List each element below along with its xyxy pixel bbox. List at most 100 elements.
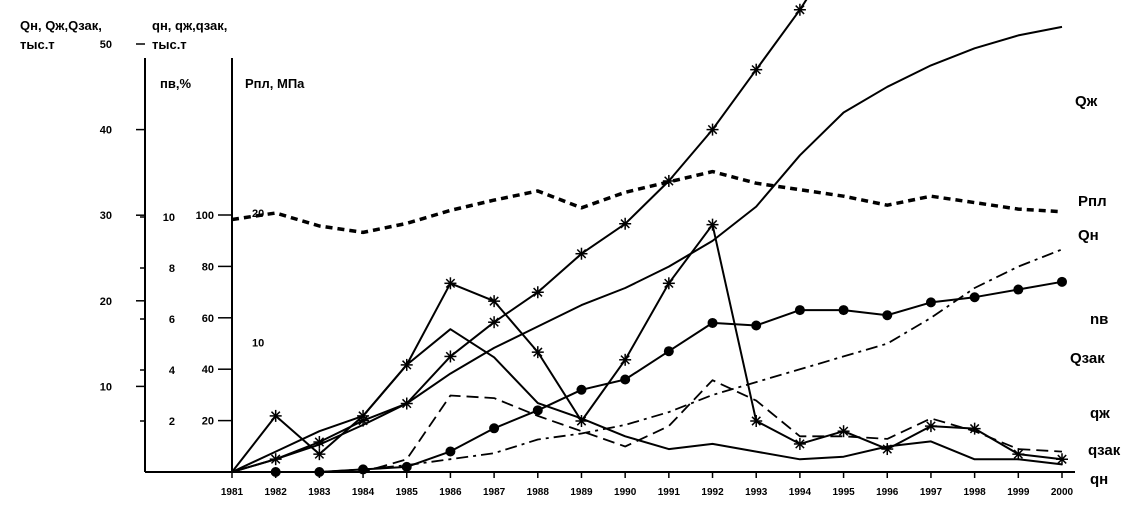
series-5-point-1999 [1012,448,1025,461]
q-rate-tick-2: 2 [169,416,175,428]
series-2-line [231,25,1063,473]
series-7-label: qн [1090,471,1108,488]
q-total-tick-20: 20 [100,296,112,308]
series-5-point-1982 [269,409,282,422]
series-3-point-1998 [969,292,980,303]
series-5-point-1986 [444,277,457,290]
series-5-point-1995 [837,425,850,438]
series-0-point-1993 [750,63,763,76]
water-cut-axis-title: пв,% [160,76,191,91]
water-cut-tick-80: 80 [202,261,214,273]
series-6-label: qзак [1088,442,1121,459]
series-3-point-1996 [882,310,893,321]
series-0-point-1989 [575,247,588,260]
series-3-point-1990 [620,374,631,385]
year-tick-1987: 1987 [483,487,506,498]
q-rate-axis-title-line-1: тыс.т [152,37,187,52]
year-tick-1986: 1986 [439,487,462,498]
series-3-point-1994 [794,305,805,316]
series-3-label: nв [1090,311,1108,328]
q-rate-tick-8: 8 [169,263,175,275]
series-3-point-1986 [445,446,456,457]
labels-layer: Qн, Qж,Qзак, тыс.т qн, qж,qзак, тыс.т пв,% Рп… [20,18,1121,498]
pressure-tick-20: 20 [252,208,264,220]
water-cut-tick-20: 20 [202,416,214,428]
series-5-point-1993 [750,415,763,427]
series-5-point-1983 [313,448,326,461]
q-total-axis-title-line-0: Qн, Qж,Qзак, [20,18,102,33]
series-3-point-1983 [314,467,325,477]
year-tick-1981: 1981 [221,487,244,498]
pressure-axis-title: Рпл, МПа [245,76,305,91]
q-rate-tick-10: 10 [163,212,175,224]
series-3-point-2000 [1057,276,1067,287]
series-3-point-1992 [707,317,718,328]
year-tick-1990: 1990 [614,487,637,498]
series-3-point-1991 [663,346,674,357]
year-tick-1998: 1998 [964,487,987,498]
series-5-point-1994 [793,437,806,450]
q-rate-tick-6: 6 [169,314,175,326]
year-tick-1982: 1982 [265,487,288,498]
q-rate-tick-4: 4 [169,365,176,377]
series-5-label: qж [1090,405,1110,422]
series-3-line [232,280,1063,473]
series-3-point-1999 [1013,284,1024,295]
series-7-line [231,328,1063,473]
water-cut-tick-60: 60 [202,313,214,325]
series-0-point-1991 [662,174,675,187]
series-3-point-1995 [838,305,849,316]
year-tick-1994: 1994 [789,487,812,498]
year-tick-1999: 1999 [1007,487,1030,498]
q-total-tick-10: 10 [100,381,112,393]
series-4-label: Qзак [1070,350,1105,367]
series-3-point-1993 [751,320,762,331]
year-tick-1988: 1988 [527,487,550,498]
series-5-line [231,223,1063,473]
series-0-label: Qж [1075,93,1098,110]
series-2-label: Qн [1078,227,1099,244]
series-5-point-1997 [924,420,937,433]
q-rate-axis-title-line-0: qн, qж,qзак, [152,18,227,33]
year-tick-1985: 1985 [396,487,419,498]
series-5-point-1992 [706,218,719,231]
series-5-point-2000 [1056,453,1068,466]
water-cut-tick-40: 40 [202,364,214,376]
series-0-point-1994 [793,3,806,16]
series-3-point-1987 [489,423,500,434]
year-tick-1997: 1997 [920,487,943,498]
q-total-tick-30: 30 [100,210,112,222]
year-tick-1984: 1984 [352,487,375,498]
year-tick-1993: 1993 [745,487,768,498]
series-5-point-1987 [488,295,501,308]
series-3-point-1989 [576,384,587,395]
series-1-line [231,169,1063,235]
year-tick-1983: 1983 [308,487,331,498]
pressure-tick-10: 10 [252,338,264,350]
q-total-tick-40: 40 [100,125,112,137]
series-6-line [232,379,1063,473]
series-0-point-1990 [619,217,632,230]
series-5-point-1991 [662,277,675,290]
series-1-label: Рпл [1078,193,1107,210]
series-5-point-1996 [881,443,894,456]
q-total-axis-title-line-1: тыс.т [20,37,55,52]
series-0-line [231,0,808,473]
series-0-point-1986 [444,350,457,363]
q-total-tick-50: 50 [100,39,112,51]
water-cut-tick-100: 100 [196,210,214,222]
series-5-point-1988 [531,346,544,359]
series-0-point-1987 [488,316,501,329]
series-0-point-1988 [531,286,544,299]
series-3-point-1988 [532,405,543,416]
series-4-line [232,248,1063,473]
series-3-point-1997 [925,297,936,308]
series-5-point-1990 [619,353,632,366]
year-tick-1995: 1995 [832,487,855,498]
year-tick-1992: 1992 [701,487,724,498]
series-layer [231,0,1068,477]
series-3-point-1985 [401,461,412,472]
year-tick-1996: 1996 [876,487,899,498]
year-tick-1991: 1991 [658,487,681,498]
